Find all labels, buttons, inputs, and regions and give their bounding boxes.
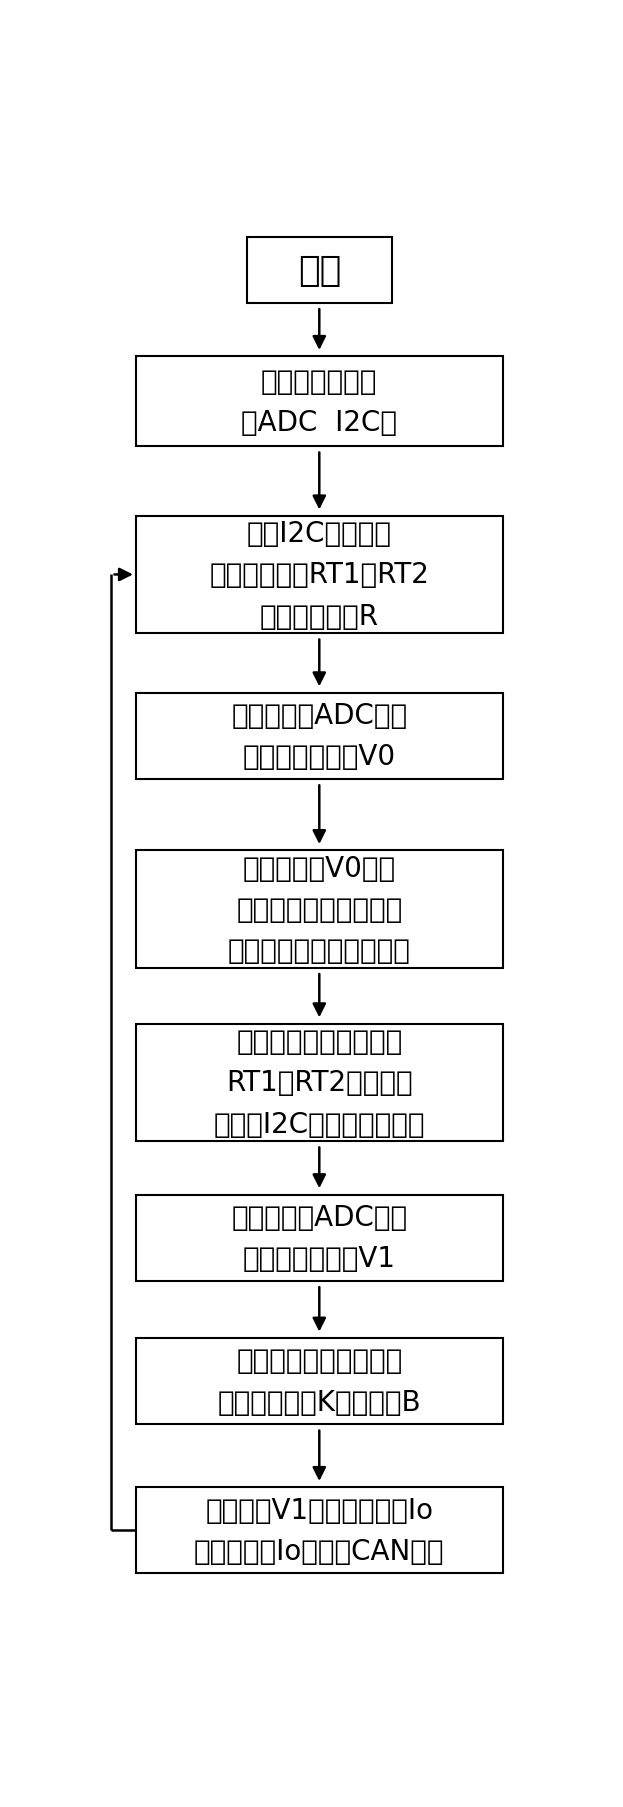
Text: 将采样值V1转换为电流值Io
并将电流值Io发送至CAN总线: 将采样值V1转换为电流值Io 并将电流值Io发送至CAN总线 <box>194 1496 445 1565</box>
Bar <box>136 358 503 446</box>
Bar <box>136 1339 503 1424</box>
Text: 开始: 开始 <box>298 253 341 287</box>
Bar <box>136 1194 503 1281</box>
Text: 执行第一次ADC采样
将采样值保存为V0: 执行第一次ADC采样 将采样值保存为V0 <box>231 701 407 772</box>
Text: 根据索引序号查表获取
RT1和RT2的设定值
并通过I2C通讯设置其阻值: 根据索引序号查表获取 RT1和RT2的设定值 并通过I2C通讯设置其阻值 <box>214 1028 425 1138</box>
Bar <box>136 851 503 969</box>
Bar <box>136 1025 503 1142</box>
Text: 系统设置初始化
（ADC  I2C）: 系统设置初始化 （ADC I2C） <box>241 367 397 437</box>
Text: 根据索引序号查表获取
标定函数斜率K和偏移值B: 根据索引序号查表获取 标定函数斜率K和偏移值B <box>217 1346 421 1417</box>
Text: 根据采样值V0确定
当前霍尔信号参考范围
并获取查找表的索引序号: 根据采样值V0确定 当前霍尔信号参考范围 并获取查找表的索引序号 <box>228 855 411 965</box>
Text: 执行第二次ADC采样
将采样值保存为V1: 执行第二次ADC采样 将采样值保存为V1 <box>231 1203 407 1272</box>
Bar <box>247 239 392 304</box>
Bar <box>136 1487 503 1574</box>
Text: 启动I2C通讯功能
将数字电位计RT1和RT2
均设定为阻值R: 启动I2C通讯功能 将数字电位计RT1和RT2 均设定为阻值R <box>209 520 429 631</box>
Bar <box>136 694 503 779</box>
Bar <box>136 517 503 634</box>
